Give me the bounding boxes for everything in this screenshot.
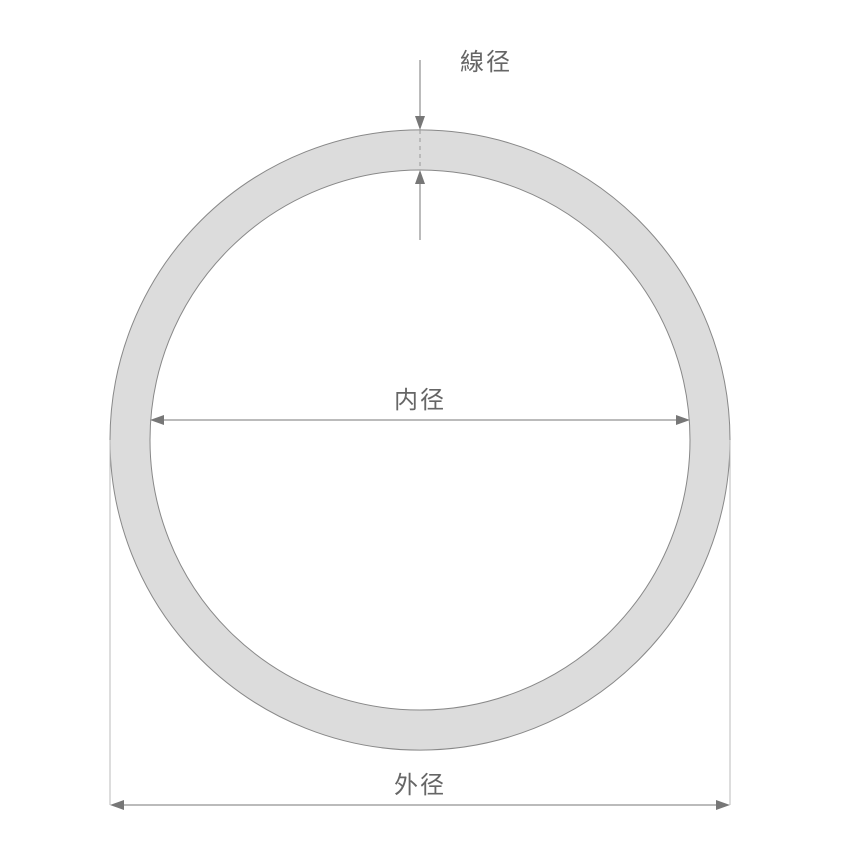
arrow-head — [110, 800, 124, 810]
arrow-head — [415, 116, 425, 130]
arrow-head — [150, 415, 164, 425]
inner-diameter-label: 内径 — [394, 387, 446, 414]
arrow-head — [716, 800, 730, 810]
wire-diameter-label: 線径 — [460, 49, 512, 76]
arrow-head — [676, 415, 690, 425]
outer-diameter-label: 外径 — [394, 772, 446, 799]
ring-dimension-diagram: 線径内径外径 — [0, 0, 850, 850]
arrow-head — [415, 170, 425, 184]
